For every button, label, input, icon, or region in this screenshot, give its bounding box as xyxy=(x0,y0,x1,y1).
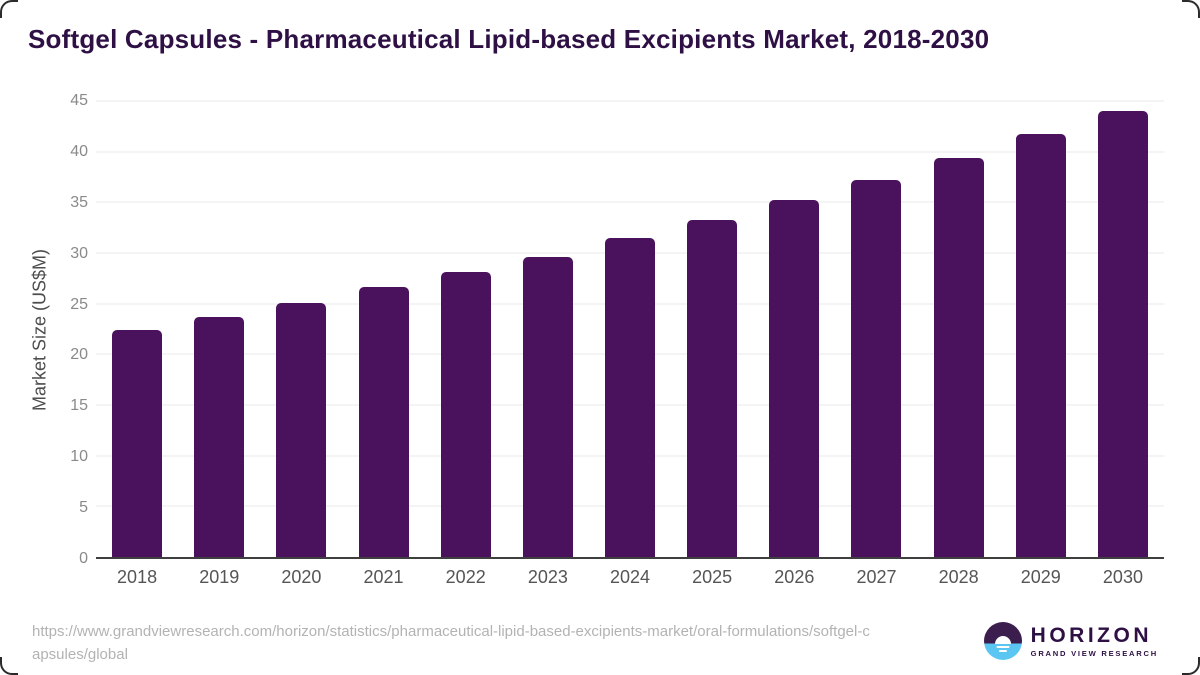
bar-2022 xyxy=(440,272,491,557)
gridline-35 xyxy=(96,201,1164,203)
y-tick-30: 30 xyxy=(70,244,88,262)
bar-slot-2020 xyxy=(260,101,342,557)
y-axis-ticks: 0 5 10 15 20 25 30 35 40 45 xyxy=(30,93,88,567)
x-tick-2029: 2029 xyxy=(1020,567,1061,587)
x-tick-2018: 2018 xyxy=(117,567,158,587)
y-tick-20: 20 xyxy=(70,346,88,364)
x-tick-2023: 2023 xyxy=(527,567,568,587)
bar-2027 xyxy=(851,180,902,557)
x-tick-2024: 2024 xyxy=(609,567,651,587)
bar-2030 xyxy=(1097,111,1148,557)
logo-text: HORIZON GRAND VIEW RESEARCH xyxy=(1031,625,1158,658)
bar-slot-2030 xyxy=(1082,101,1164,557)
y-tick-5: 5 xyxy=(79,499,88,517)
y-tick-35: 35 xyxy=(70,193,88,211)
bar-2018 xyxy=(112,330,163,557)
gridline-40 xyxy=(96,151,1164,153)
x-tick-2020: 2020 xyxy=(281,567,322,587)
y-tick-15: 15 xyxy=(70,397,88,415)
bar-2028 xyxy=(933,157,984,557)
bar-slot-2024 xyxy=(589,101,671,557)
bar-2025 xyxy=(687,219,738,557)
bar-slot-2028 xyxy=(918,101,1000,557)
y-tick-0: 0 xyxy=(79,550,88,567)
footer: https://www.grandviewresearch.com/horizo… xyxy=(0,613,1200,675)
source-url-line-1: https://www.grandviewresearch.com/horizo… xyxy=(32,623,870,640)
bars xyxy=(96,101,1164,557)
source-url-line-2: apsules/global xyxy=(32,646,128,663)
horizon-sunset-icon xyxy=(983,622,1022,660)
y-tick-25: 25 xyxy=(70,295,88,313)
bar-slot-2022 xyxy=(425,101,507,557)
y-tick-45: 45 xyxy=(70,92,88,109)
sun-reflection-line-1 xyxy=(996,645,1010,648)
rounded-corner-top-right xyxy=(1182,0,1200,18)
bar-slot-2026 xyxy=(753,101,835,557)
bar-slot-2027 xyxy=(835,101,917,557)
bar-2019 xyxy=(194,316,245,557)
x-tick-2019: 2019 xyxy=(199,567,240,587)
rounded-corner-top-left xyxy=(0,0,18,18)
bar-slot-2018 xyxy=(96,101,178,557)
y-tick-10: 10 xyxy=(70,448,88,466)
bar-slot-2019 xyxy=(178,101,260,557)
logo-brand-name: HORIZON xyxy=(1030,623,1152,647)
bar-slot-2021 xyxy=(342,101,424,557)
x-tick-2021: 2021 xyxy=(363,567,404,587)
bar-2023 xyxy=(522,257,573,557)
chart-title: Softgel Capsules - Pharmaceutical Lipid-… xyxy=(28,24,990,54)
horizon-logo: HORIZON GRAND VIEW RESEARCH xyxy=(983,622,1158,660)
bar-slot-2023 xyxy=(507,101,589,557)
bar-2021 xyxy=(358,287,409,557)
gridline-45 xyxy=(96,100,1164,102)
x-tick-2025: 2025 xyxy=(692,567,733,587)
bar-slot-2029 xyxy=(1000,101,1082,557)
bar-2020 xyxy=(276,302,327,557)
plot-area xyxy=(96,100,1164,559)
x-tick-2027: 2027 xyxy=(856,567,897,587)
sun-reflection-line-2 xyxy=(998,650,1007,652)
source-url: https://www.grandviewresearch.com/horizo… xyxy=(32,620,992,666)
bar-2029 xyxy=(1015,134,1066,557)
y-tick-40: 40 xyxy=(70,142,88,160)
x-axis-labels: 2018 2019 2020 2021 2022 2023 2024 2025 2026 2027… xyxy=(96,567,1164,588)
sun-dome-shape xyxy=(994,635,1011,644)
x-tick-2028: 2028 xyxy=(938,567,979,587)
x-tick-2022: 2022 xyxy=(445,567,486,587)
logo-sub-brand: GRAND VIEW RESEARCH xyxy=(1030,648,1158,658)
bar-2024 xyxy=(605,237,656,557)
x-tick-2030: 2030 xyxy=(1102,567,1143,587)
x-tick-2026: 2026 xyxy=(774,567,815,587)
bar-2026 xyxy=(769,200,820,557)
bar-slot-2025 xyxy=(671,101,753,557)
